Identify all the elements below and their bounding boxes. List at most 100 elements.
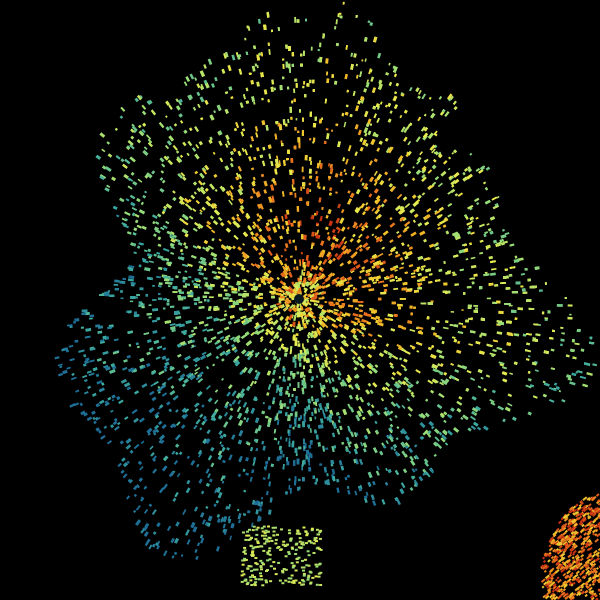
- echo-pixel: [485, 374, 491, 378]
- echo-pixel: [339, 311, 343, 315]
- echo-pixel: [149, 445, 154, 450]
- echo-pixel: [244, 37, 247, 41]
- echo-pixel: [388, 81, 393, 87]
- echo-pixel: [340, 179, 344, 183]
- echo-pixel: [544, 281, 548, 286]
- echo-pixel: [214, 76, 218, 82]
- echo-pixel: [196, 83, 201, 89]
- echo-pixel: [260, 496, 264, 500]
- echo-pixel: [409, 487, 414, 492]
- echo-pixel: [175, 421, 181, 426]
- echo-pixel: [371, 207, 376, 212]
- echo-pixel: [326, 473, 329, 477]
- echo-pixel: [394, 414, 398, 419]
- echo-pixel: [214, 188, 218, 192]
- echo-pixel: [574, 342, 580, 346]
- echo-pixel: [347, 489, 351, 495]
- echo-pixel: [134, 97, 140, 103]
- echo-pixel: [180, 252, 184, 256]
- echo-pixel: [389, 239, 394, 244]
- echo-pixel: [238, 68, 243, 75]
- echo-pixel: [73, 320, 76, 324]
- echo-pixel: [399, 114, 403, 119]
- echo-pixel: [302, 85, 305, 89]
- echo-pixel: [346, 226, 350, 230]
- echo-pixel: [205, 365, 210, 370]
- echo-pixel: [191, 280, 194, 283]
- echo-pixel: [272, 311, 277, 316]
- echo-pixel: [326, 133, 330, 140]
- echo-pixel: [198, 301, 203, 304]
- echo-pixel: [179, 248, 184, 253]
- echo-pixel: [469, 152, 473, 156]
- echo-pixel: [101, 148, 106, 153]
- echo-pixel: [256, 147, 260, 152]
- echo-pixel: [254, 126, 259, 132]
- echo-pixel: [325, 71, 329, 76]
- echo-pixel: [409, 328, 416, 332]
- echo-pixel: [372, 500, 377, 507]
- echo-pixel: [182, 285, 188, 288]
- echo-pixel: [252, 282, 256, 286]
- echo-pixel: [199, 209, 203, 213]
- echo-pixel: [433, 130, 438, 136]
- echo-pixel: [347, 145, 352, 152]
- echo-pixel: [319, 463, 323, 466]
- echo-pixel: [404, 203, 411, 209]
- echo-pixel: [229, 185, 234, 190]
- echo-pixel: [287, 285, 293, 291]
- echo-pixel: [343, 121, 347, 128]
- echo-pixel: [113, 283, 119, 286]
- echo-pixel: [173, 551, 178, 556]
- echo-pixel: [146, 339, 152, 343]
- echo-pixel: [266, 392, 270, 396]
- echo-pixel: [286, 461, 290, 466]
- echo-pixel: [453, 426, 460, 433]
- echo-pixel: [438, 151, 442, 155]
- echo-pixel: [325, 315, 332, 321]
- echo-pixel: [403, 367, 408, 372]
- echo-pixel: [228, 199, 233, 206]
- echo-pixel: [473, 412, 478, 417]
- echo-pixel: [153, 432, 157, 436]
- echo-pixel: [467, 427, 472, 432]
- echo-pixel: [194, 371, 198, 375]
- echo-pixel: [317, 424, 322, 429]
- echo-pixel: [315, 375, 319, 378]
- echo-pixel: [344, 312, 351, 317]
- echo-pixel: [102, 350, 109, 356]
- echo-pixel: [427, 169, 433, 174]
- echo-pixel: [245, 385, 251, 392]
- echo-pixel: [183, 242, 187, 246]
- echo-pixel: [375, 315, 381, 320]
- echo-pixel: [97, 325, 104, 330]
- echo-pixel: [486, 297, 492, 300]
- echo-pixel: [269, 276, 275, 281]
- echo-pixel: [303, 80, 306, 85]
- echo-pixel: [269, 284, 273, 288]
- echo-pixel: [194, 367, 201, 372]
- echo-pixel: [182, 141, 187, 147]
- echo-pixel: [269, 208, 273, 213]
- echo-pixel: [346, 297, 350, 300]
- echo-pixel: [402, 468, 408, 474]
- echo-pixel: [468, 224, 473, 228]
- echo-pixel: [421, 192, 426, 196]
- echo-pixel: [327, 208, 332, 215]
- echo-pixel: [119, 115, 124, 119]
- echo-pixel: [212, 151, 216, 155]
- echo-pixel: [390, 376, 395, 381]
- echo-pixel: [509, 372, 514, 376]
- echo-pixel: [470, 264, 477, 269]
- echo-pixel: [362, 242, 369, 249]
- echo-pixel: [276, 384, 280, 388]
- echo-pixel: [155, 356, 161, 360]
- echo-pixel: [107, 153, 113, 158]
- echo-pixel: [139, 465, 144, 471]
- echo-pixel: [313, 407, 316, 411]
- echo-pixel: [279, 337, 283, 342]
- echo-pixel: [295, 453, 298, 457]
- echo-pixel: [198, 451, 203, 458]
- echo-pixel: [253, 101, 256, 105]
- echo-pixel: [192, 356, 199, 362]
